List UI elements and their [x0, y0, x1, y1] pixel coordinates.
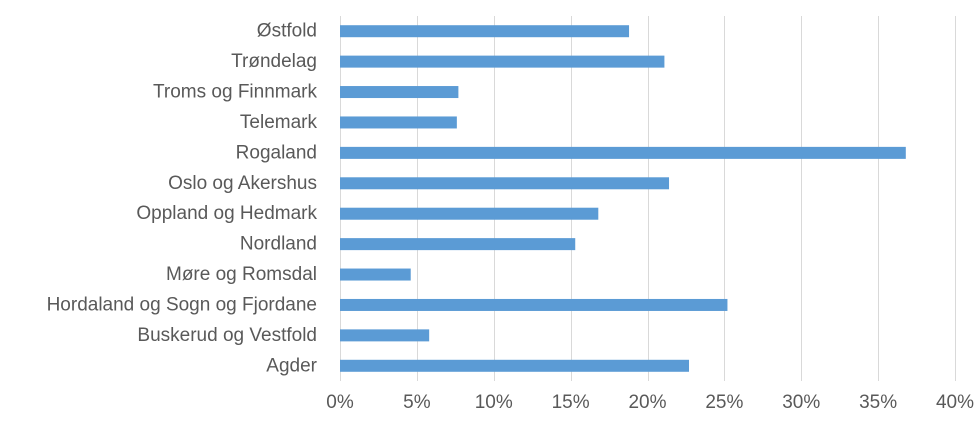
category-label: Buskerud og Vestfold — [137, 325, 317, 346]
bar — [340, 86, 459, 99]
bar — [340, 25, 630, 38]
bars — [340, 25, 906, 372]
x-tick-label: 30% — [782, 392, 820, 413]
x-tick-label: 5% — [403, 392, 431, 413]
bar — [340, 329, 430, 342]
category-label: Telemark — [240, 112, 318, 133]
x-axis-tick-labels: 0% 5% 10% 15% 20% 25% 30% 35% 40% — [326, 392, 974, 413]
x-tick-label: 20% — [628, 392, 666, 413]
category-label: Oslo og Akershus — [168, 173, 317, 194]
category-label: Møre og Romsdal — [166, 264, 317, 285]
bar — [340, 359, 690, 372]
x-tick-label: 15% — [552, 392, 590, 413]
category-label: Oppland og Hedmark — [136, 203, 317, 224]
x-tick-label: 25% — [705, 392, 743, 413]
category-label: Hordaland og Sogn og Fjordane — [47, 294, 317, 315]
gridlines — [340, 16, 956, 381]
category-labels: Østfold Trøndelag Troms og Finnmark Telemar… — [47, 21, 318, 377]
bar — [340, 116, 457, 129]
bar — [340, 146, 906, 159]
category-label: Trøndelag — [231, 51, 317, 72]
category-label: Nordland — [240, 234, 317, 255]
category-label: Østfold — [257, 21, 317, 42]
bar — [340, 268, 411, 281]
bar — [340, 238, 576, 251]
bar — [340, 298, 728, 311]
category-label: Rogaland — [236, 142, 317, 163]
category-label: Agder — [266, 355, 317, 376]
bar — [340, 177, 670, 190]
x-tick-label: 10% — [475, 392, 513, 413]
category-label: Troms og Finnmark — [153, 82, 317, 103]
x-tick-label: 0% — [326, 392, 354, 413]
bar — [340, 55, 665, 68]
bar — [340, 207, 599, 220]
x-tick-label: 35% — [859, 392, 897, 413]
x-tick-label: 40% — [936, 392, 974, 413]
